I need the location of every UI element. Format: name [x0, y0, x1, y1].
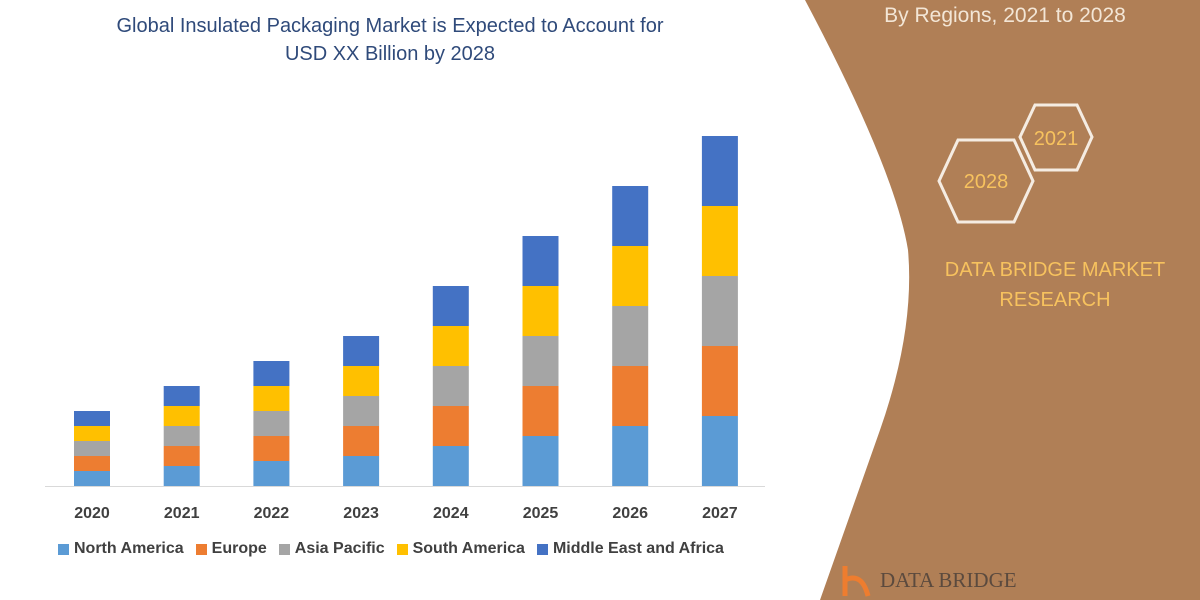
bar-segment-2020-europe — [74, 456, 110, 471]
x-tick-label: 2027 — [702, 505, 738, 522]
legend-item: Europe — [195, 540, 267, 558]
legend: North America Europe Asia Pacific South Ame… — [58, 540, 724, 558]
brand-line-2: RESEARCH — [999, 289, 1111, 311]
bar-segment-2025-asia-pacific — [522, 336, 559, 386]
chart-title: Global Insulated Packaging Market is Exp… — [40, 12, 740, 68]
bar-segment-2021-middle-east-and-africa — [163, 386, 200, 406]
bar-segment-2025-south-america — [522, 286, 559, 336]
bar-segment-2026-asia-pacific — [612, 306, 649, 366]
legend-item: South America — [396, 540, 525, 558]
bar-segment-2021-asia-pacific — [163, 426, 200, 446]
bar-segment-2021-europe — [163, 446, 200, 466]
bar-segment-2022-europe — [253, 436, 290, 461]
bar-segment-2026-north-america — [612, 426, 649, 486]
bar-segment-2024-europe — [432, 406, 469, 446]
hex-2028 — [937, 138, 1035, 224]
bar-segment-2027-south-america — [701, 206, 738, 276]
bar-segment-2021-north-america — [163, 466, 200, 486]
bar-segment-2025-middle-east-and-africa — [522, 236, 559, 286]
hexagons — [937, 103, 1094, 224]
title-line-1: Global Insulated Packaging Market is Exp… — [116, 15, 664, 37]
stacked-bar-chart: 2020 2021 2022 2023 2024 2025 2026 2027 — [45, 136, 765, 522]
legend-label: North America — [74, 540, 184, 557]
bar-segment-2021-south-america — [163, 406, 200, 426]
legend-item: Middle East and Africa — [536, 540, 724, 558]
bar-segment-2025-europe — [522, 386, 559, 436]
bar-segment-2027-north-america — [701, 416, 738, 486]
legend-swatch — [195, 543, 207, 555]
title-line-2: USD XX Billion by 2028 — [284, 43, 496, 65]
bar-segment-2026-middle-east-and-africa — [612, 186, 649, 246]
bar-segment-2022-north-america — [253, 461, 290, 486]
legend-item: Asia Pacific — [278, 540, 385, 558]
bar-segment-2022-asia-pacific — [253, 411, 290, 436]
legend-swatch — [278, 543, 290, 555]
bar-segment-2025-north-america — [522, 436, 559, 486]
bar-segment-2023-europe — [343, 426, 380, 456]
bar-segment-2024-north-america — [432, 446, 469, 486]
bar-segment-2024-south-america — [432, 326, 469, 366]
bar-segment-2024-middle-east-and-africa — [432, 286, 469, 326]
bar-segment-2023-middle-east-and-africa — [343, 336, 380, 366]
bar-segment-2022-middle-east-and-africa — [253, 361, 290, 386]
legend-swatch — [536, 543, 548, 555]
bar-segment-2027-asia-pacific — [701, 276, 738, 346]
bar-segment-2020-south-america — [74, 426, 110, 441]
logo-text: DATA BRIDGE — [880, 568, 1017, 592]
bar-segment-2020-north-america — [74, 471, 110, 486]
bar-segment-2024-asia-pacific — [432, 366, 469, 406]
x-tick-label: 2026 — [612, 505, 648, 522]
legend-swatch — [58, 543, 69, 555]
legend-label: Middle East and Africa — [552, 540, 724, 557]
bar-segment-2023-north-america — [343, 456, 380, 486]
x-tick-label: 2021 — [164, 505, 200, 522]
side-subtitle: By Regions, 2021 to 2028 — [884, 4, 1126, 27]
bar-segment-2027-europe — [701, 346, 738, 416]
side-panel — [805, 0, 1200, 600]
bar-segment-2023-south-america — [343, 366, 380, 396]
bar-segment-2026-europe — [612, 366, 649, 426]
legend-swatch — [396, 543, 408, 555]
x-tick-label: 2022 — [254, 505, 290, 522]
x-tick-label: 2024 — [433, 505, 469, 522]
legend-item: North America — [58, 540, 184, 558]
legend-label: Europe — [211, 540, 267, 557]
bar-segment-2023-asia-pacific — [343, 396, 380, 426]
hex-2021 — [1018, 103, 1094, 172]
legend-label: Asia Pacific — [294, 540, 385, 557]
bar-segment-2022-south-america — [253, 386, 290, 411]
hex-label-2028: 2028 — [964, 171, 1009, 193]
bar-segment-2027-middle-east-and-africa — [701, 136, 738, 206]
bar-segment-2020-middle-east-and-africa — [74, 411, 110, 426]
x-tick-label: 2025 — [523, 505, 559, 522]
brand-text: DATA BRIDGE MARKET RESEARCH — [920, 255, 1190, 315]
hex-label-2021: 2021 — [1034, 128, 1079, 150]
brand-line-1: DATA BRIDGE MARKET — [944, 259, 1166, 281]
x-tick-label: 2020 — [74, 505, 110, 522]
x-tick-label: 2023 — [343, 505, 379, 522]
logo-icon — [842, 566, 871, 597]
bar-segment-2026-south-america — [612, 246, 649, 306]
legend-label: South America — [412, 540, 525, 557]
bar-segment-2020-asia-pacific — [74, 441, 110, 456]
